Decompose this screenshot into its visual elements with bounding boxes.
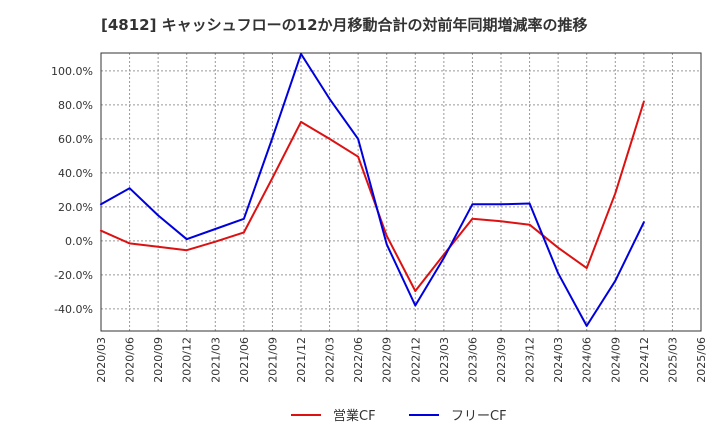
- y-tick-label: 80.0%: [58, 99, 93, 112]
- x-tick-label: 2023/06: [466, 337, 479, 383]
- x-tick-label: 2020/06: [124, 337, 137, 383]
- legend: 営業CF フリーCF: [291, 408, 507, 424]
- x-tick-label: 2020/09: [152, 337, 165, 383]
- x-tick-label: 2023/12: [524, 337, 537, 383]
- plot-frame: [100, 52, 702, 332]
- x-tick-label: 2021/12: [295, 337, 308, 383]
- y-tick-label: 40.0%: [58, 167, 93, 180]
- x-tick-label: 2022/09: [381, 337, 394, 383]
- x-tick-label: 2020/12: [181, 337, 194, 383]
- chart-title: [4812] キャッシュフローの12か月移動合計の対前年同期増減率の推移: [101, 16, 588, 34]
- legend-free-cf-label: フリーCF: [451, 409, 507, 424]
- x-tick-label: 2020/03: [95, 337, 108, 383]
- x-tick-label: 2024/06: [581, 337, 594, 383]
- x-tick-label: 2022/03: [324, 337, 337, 383]
- y-tick-label: 100.0%: [51, 65, 93, 78]
- x-tick-label: 2022/06: [352, 337, 365, 383]
- x-tick-label: 2021/03: [209, 337, 222, 383]
- series-line-operating-cf: [100, 100, 645, 292]
- series-line-free-cf: [100, 52, 645, 327]
- series-lines: [100, 52, 645, 327]
- legend-operating-cf-label: 営業CF: [333, 408, 376, 424]
- x-tick-label: 2023/03: [438, 337, 451, 383]
- grid: [101, 53, 701, 331]
- x-tick-label: 2024/03: [552, 337, 565, 383]
- x-tick-label: 2022/12: [409, 337, 422, 383]
- axes: 2020/03 2020/06 2020/09 2020/12 2021/03 2021/…: [51, 52, 708, 383]
- x-tick-label: 2025/06: [695, 337, 708, 383]
- y-tick-label: 0.0%: [65, 235, 93, 248]
- x-tick-label: 2024/09: [609, 337, 622, 383]
- x-tick-label: 2024/12: [638, 337, 651, 383]
- x-tick-label: 2021/09: [266, 337, 279, 383]
- x-tick-label: 2025/03: [666, 337, 679, 383]
- x-tick-label: 2021/06: [238, 337, 251, 383]
- y-tick-label: -40.0%: [54, 303, 93, 316]
- y-tick-label: 20.0%: [58, 201, 93, 214]
- y-tick-label: 60.0%: [58, 133, 93, 146]
- y-tick-label: -20.0%: [54, 269, 93, 282]
- x-tick-label: 2023/09: [495, 337, 508, 383]
